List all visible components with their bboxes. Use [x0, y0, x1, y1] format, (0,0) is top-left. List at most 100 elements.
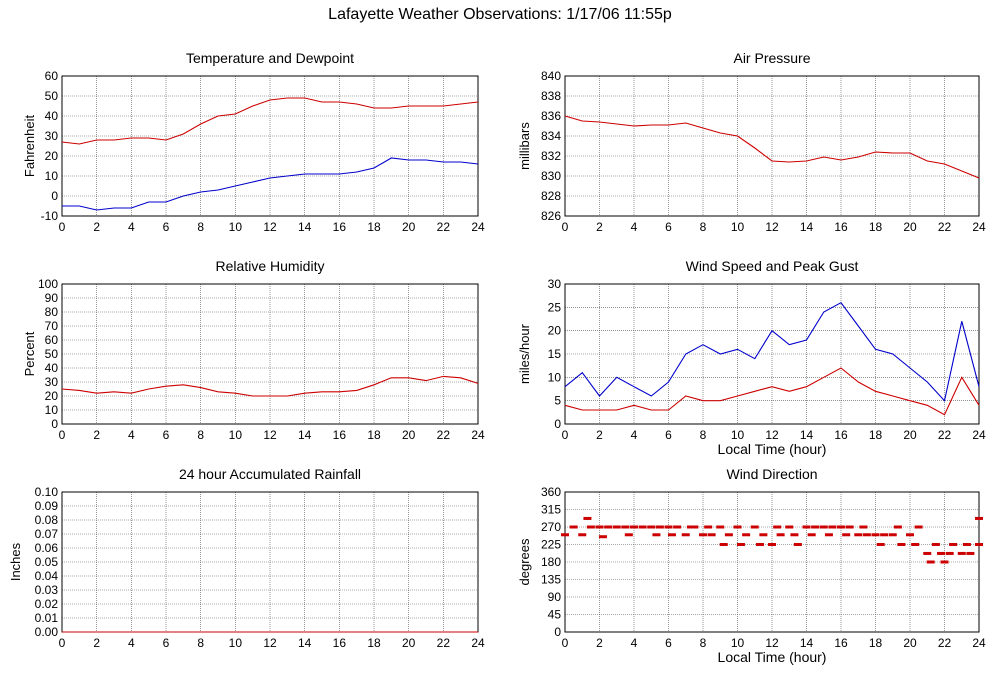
y-tick-label: 838	[541, 89, 561, 103]
y-tick-label: 0.04	[35, 569, 59, 583]
y-tick-label: 0.08	[35, 513, 59, 527]
series-line	[61, 375, 479, 397]
x-tick-label: 14	[298, 636, 312, 650]
y-tick-label: 100	[38, 277, 58, 291]
x-tick-label: 22	[437, 220, 451, 234]
x-tick-label: 20	[903, 220, 917, 234]
rain-chart: 0 2 4 6 8 10 12 14 16 18 20 22 240.000.010.020.030.0…	[8, 466, 485, 650]
data-point	[926, 560, 935, 564]
data-point	[923, 551, 932, 555]
y-tick-label: 0	[51, 189, 58, 203]
data-point	[578, 533, 587, 537]
data-point	[785, 525, 794, 529]
data-point	[621, 525, 630, 529]
data-point	[583, 516, 592, 520]
x-tick-label: 8	[700, 428, 707, 442]
data-point	[598, 535, 607, 539]
y-tick-label: 45	[548, 608, 562, 622]
x-tick-label: 2	[93, 428, 100, 442]
data-point	[845, 525, 854, 529]
y-tick-label: 315	[541, 503, 561, 517]
data-point	[807, 533, 816, 537]
data-point	[624, 533, 633, 537]
y-tick-label: 50	[45, 89, 59, 103]
y-tick-label: 180	[541, 555, 561, 569]
x-tick-label: 4	[631, 428, 638, 442]
x-tick-label: 16	[834, 636, 848, 650]
y-tick-label: 270	[541, 520, 561, 534]
data-point	[975, 516, 983, 520]
data-point	[586, 525, 595, 529]
humidity-chart: 0 2 4 6 8 10 12 14 16 18 20 22 240102030405060708090…	[22, 258, 485, 442]
y-tick-label: 0.00	[35, 625, 59, 639]
y-tick-label: 30	[45, 129, 59, 143]
data-point	[759, 533, 768, 537]
x-tick-label: 4	[631, 220, 638, 234]
chart-title: Wind Direction	[726, 466, 817, 482]
x-tick-label: 16	[333, 428, 347, 442]
y-tick-label: 135	[541, 573, 561, 587]
y-tick-label: 40	[45, 109, 59, 123]
y-tick-label: 0.03	[35, 583, 59, 597]
y-tick-label: 20	[548, 324, 562, 338]
chart-title: Relative Humidity	[216, 258, 325, 274]
data-point	[561, 533, 569, 537]
y-tick-label: 30	[548, 277, 562, 291]
x-tick-label: 4	[128, 428, 135, 442]
data-point	[755, 543, 764, 546]
data-point	[914, 525, 923, 529]
x-tick-label: 10	[731, 636, 745, 650]
x-tick-label: 4	[128, 220, 135, 234]
x-tick-label: 14	[298, 220, 312, 234]
series-line	[61, 97, 479, 145]
x-tick-label: 4	[128, 636, 135, 650]
temp-chart: 0 2 4 6 8 10 12 14 16 18 20 22 24-100102030405060Tem…	[22, 50, 485, 234]
y-tick-label: 90	[548, 590, 562, 604]
data-point	[750, 525, 759, 529]
data-point	[975, 543, 983, 546]
y-tick-label: 225	[541, 538, 561, 552]
x-tick-label: 0	[562, 220, 569, 234]
y-axis-label: degrees	[517, 538, 532, 585]
x-tick-label: 18	[869, 636, 883, 650]
x-tick-label: 20	[402, 636, 416, 650]
y-tick-label: 50	[45, 347, 59, 361]
x-tick-label: 0	[562, 428, 569, 442]
x-tick-label: 24	[471, 428, 485, 442]
data-point	[859, 525, 868, 529]
x-tick-label: 20	[903, 636, 917, 650]
y-axis-label: Fahrenheit	[22, 115, 37, 178]
y-tick-label: 10	[548, 370, 562, 384]
x-tick-label: 8	[700, 220, 707, 234]
data-point	[707, 533, 716, 537]
data-point	[733, 525, 742, 529]
data-point	[652, 533, 661, 537]
y-tick-label: 10	[45, 403, 59, 417]
y-tick-label: -10	[41, 209, 59, 223]
data-point	[854, 533, 863, 537]
x-tick-label: 12	[765, 428, 779, 442]
direction-chart: 0 2 4 6 8 10 12 14 16 18 20 22 240459013518022527031…	[517, 466, 986, 665]
y-tick-label: 10	[45, 169, 59, 183]
y-tick-label: 0.01	[35, 611, 59, 625]
y-tick-label: 20	[45, 149, 59, 163]
data-point	[604, 525, 613, 529]
data-point	[673, 525, 682, 529]
x-tick-label: 10	[229, 220, 243, 234]
y-tick-label: 30	[45, 375, 59, 389]
y-tick-label: 830	[541, 169, 561, 183]
x-tick-label: 8	[197, 636, 204, 650]
pressure-chart: 0 2 4 6 8 10 12 14 16 18 20 22 248268288308328348368…	[517, 50, 986, 234]
chart-title: 24 hour Accumulated Rainfall	[179, 466, 361, 482]
x-tick-label: 24	[972, 428, 986, 442]
series-line	[564, 367, 980, 416]
data-point	[655, 525, 664, 529]
y-tick-label: 836	[541, 109, 561, 123]
data-point	[962, 543, 971, 546]
data-point	[880, 533, 889, 537]
chart-title: Wind Speed and Peak Gust	[686, 258, 859, 274]
x-tick-label: 24	[972, 636, 986, 650]
data-point	[724, 533, 733, 537]
y-tick-label: 0.05	[35, 555, 59, 569]
